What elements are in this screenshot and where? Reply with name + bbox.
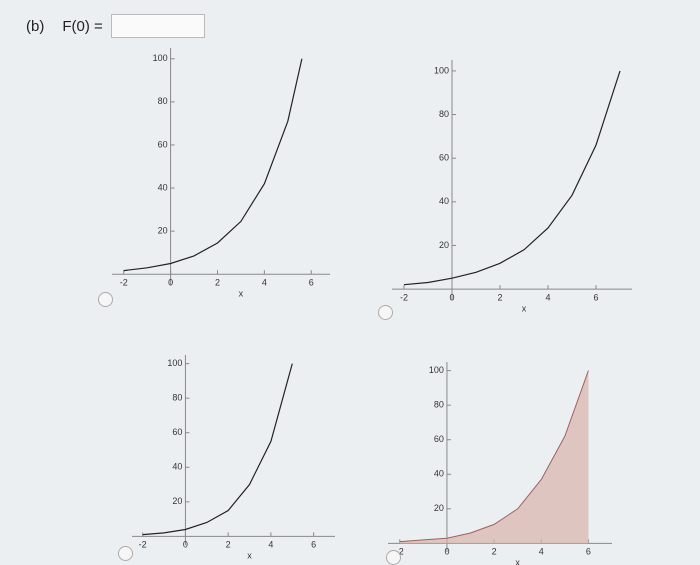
x-axis-label: x [522, 303, 527, 313]
y-tick-label: 60 [172, 427, 182, 437]
x-axis-label: x [247, 551, 252, 561]
y-tick-label: 40 [439, 196, 449, 206]
y-tick-label: 100 [153, 53, 168, 63]
radio-button[interactable] [98, 292, 113, 307]
x-tick-label: 6 [309, 278, 314, 288]
y-tick-label: 60 [439, 153, 449, 163]
x-tick-label: 2 [226, 540, 231, 550]
y-tick-label: 40 [172, 462, 182, 472]
y-tick-label: 40 [434, 469, 444, 479]
x-tick-label: 4 [545, 292, 550, 302]
x-tick-label: 6 [311, 540, 316, 550]
x-tick-label: 4 [262, 278, 267, 288]
x-tick-label: 6 [593, 292, 598, 302]
answer-input[interactable] [110, 14, 205, 38]
x-tick-label: 6 [586, 547, 591, 557]
y-tick-label: 100 [434, 65, 449, 75]
y-tick-label: 100 [167, 358, 182, 368]
y-tick-label: 60 [158, 139, 168, 149]
question-text: F(0) = [62, 17, 103, 35]
line [123, 58, 303, 272]
radio-button[interactable] [118, 546, 133, 561]
y-tick-label: 40 [158, 182, 168, 192]
x-axis-label: x [515, 558, 520, 565]
line [142, 363, 293, 536]
y-tick-label: 60 [434, 434, 444, 444]
y-tick-label: 20 [434, 503, 444, 513]
x-tick-label: -2 [139, 540, 147, 550]
y-tick-label: 20 [439, 240, 449, 250]
x-tick-label: -2 [400, 292, 408, 302]
x-tick-label: 4 [268, 540, 273, 550]
area [399, 370, 589, 544]
x-tick-label: 0 [444, 547, 449, 557]
y-tick-label: 20 [158, 226, 168, 236]
y-tick-label: 100 [429, 365, 444, 375]
x-tick-label: 2 [215, 278, 220, 288]
question: (b) F(0) = [26, 14, 205, 38]
x-tick-label: -2 [396, 547, 404, 557]
x-tick-label: 4 [539, 547, 544, 557]
y-tick-label: 80 [172, 393, 182, 403]
x-tick-label: 0 [183, 540, 188, 550]
x-tick-label: 2 [497, 292, 502, 302]
radio-button[interactable] [378, 305, 393, 320]
radio-button[interactable] [386, 550, 401, 565]
y-tick-label: 20 [172, 496, 182, 506]
x-tick-label: 0 [449, 292, 454, 302]
y-tick-label: 80 [439, 109, 449, 119]
y-tick-label: 80 [158, 96, 168, 106]
x-tick-label: 0 [168, 278, 173, 288]
y-tick-label: 80 [434, 400, 444, 410]
x-tick-label: -2 [120, 278, 128, 288]
x-axis-label: x [239, 289, 244, 299]
line [399, 370, 589, 543]
x-tick-label: 2 [492, 547, 497, 557]
question-label: (b) [26, 17, 45, 35]
line [403, 70, 621, 286]
